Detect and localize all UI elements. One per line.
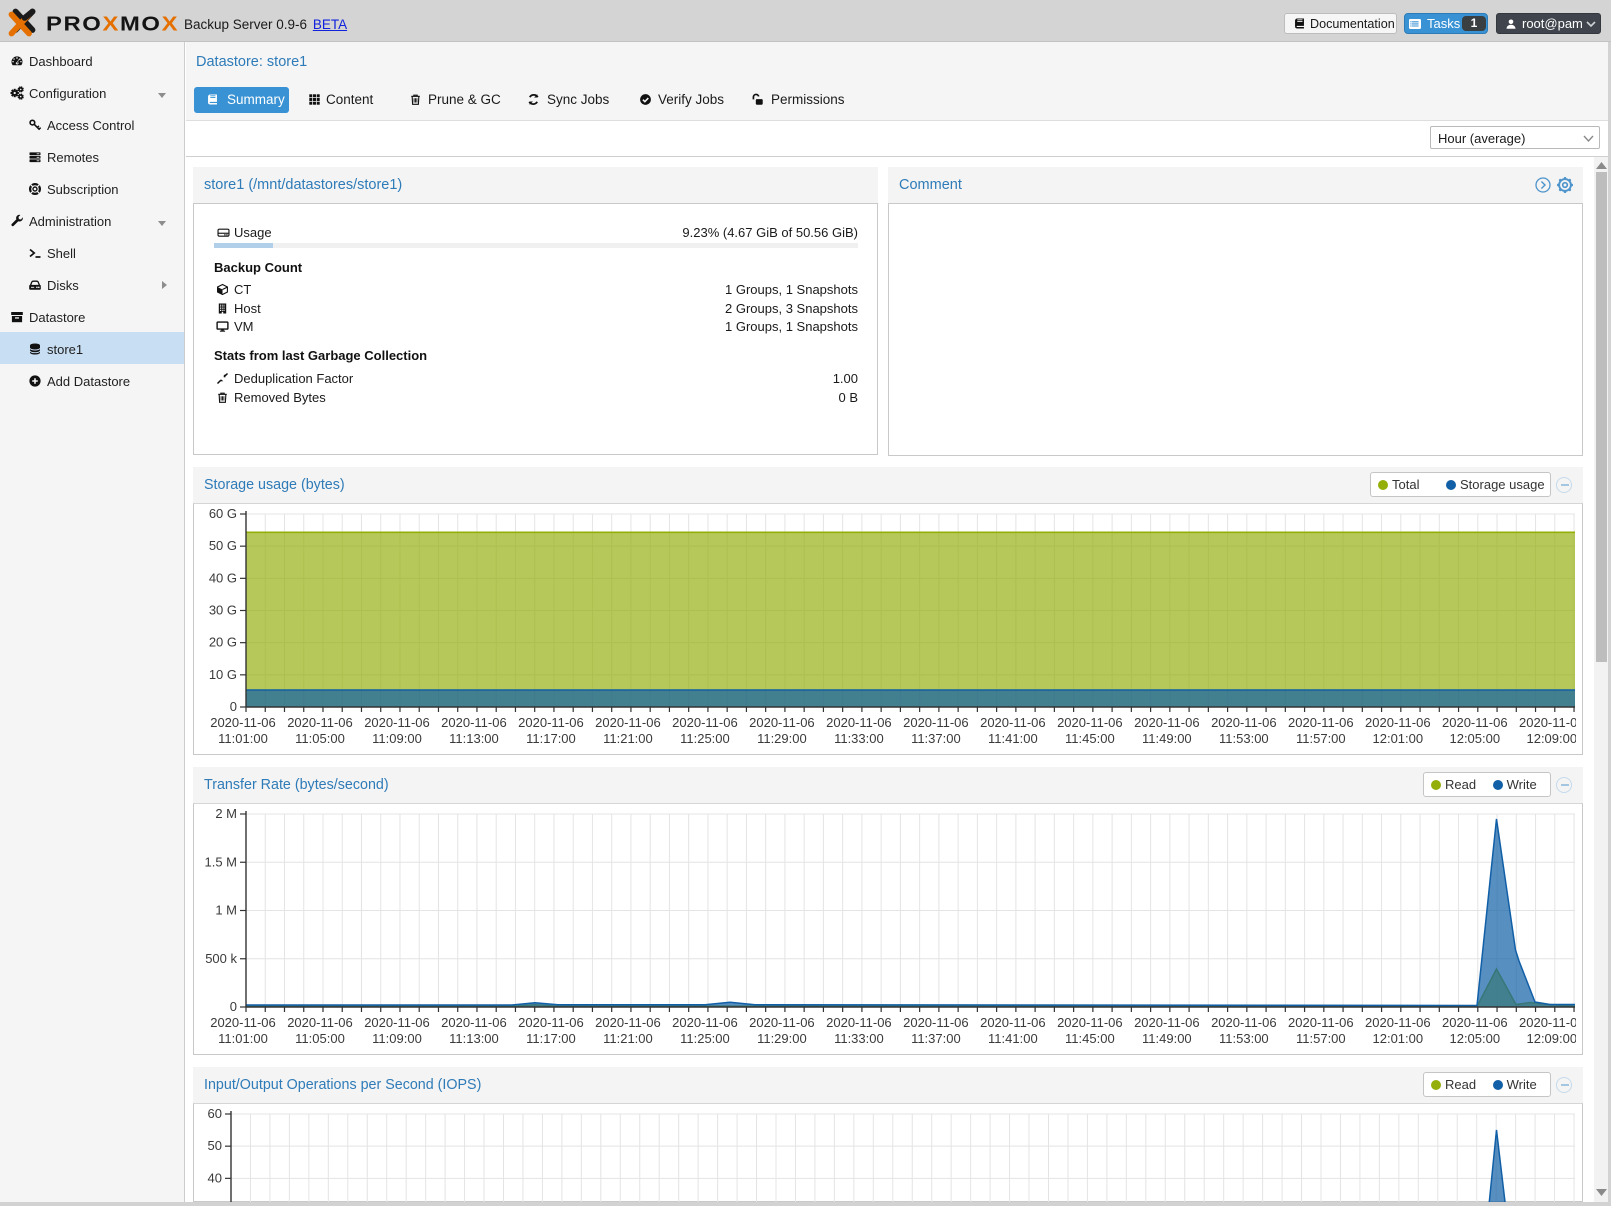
svg-text:2020-11-06: 2020-11-06 <box>1288 1015 1354 1030</box>
svg-text:2020-11-06: 2020-11-06 <box>518 1015 584 1030</box>
svg-text:11:29:00: 11:29:00 <box>757 1031 807 1046</box>
svg-text:11:45:00: 11:45:00 <box>1065 1031 1115 1046</box>
svg-text:11:49:00: 11:49:00 <box>1142 731 1192 746</box>
svg-text:11:33:00: 11:33:00 <box>834 731 884 746</box>
svg-text:2020-11-06: 2020-11-06 <box>1134 715 1200 730</box>
svg-text:2020-11-06: 2020-11-06 <box>749 715 815 730</box>
svg-text:2020-11-06: 2020-11-06 <box>441 1015 507 1030</box>
svg-text:2020-11-06: 2020-11-06 <box>441 715 507 730</box>
svg-text:2020-11-06: 2020-11-06 <box>1057 715 1123 730</box>
svg-text:12:05:00: 12:05:00 <box>1449 1031 1500 1046</box>
svg-text:11:21:00: 11:21:00 <box>603 731 653 746</box>
svg-text:11:09:00: 11:09:00 <box>372 1031 422 1046</box>
svg-text:11:57:00: 11:57:00 <box>1296 731 1346 746</box>
svg-text:2020-11-06: 2020-11-06 <box>1519 1015 1583 1030</box>
svg-text:2020-11-06: 2020-11-06 <box>364 715 430 730</box>
svg-text:2020-11-06: 2020-11-06 <box>518 715 584 730</box>
svg-text:2020-11-06: 2020-11-06 <box>595 715 661 730</box>
svg-text:2020-11-06: 2020-11-06 <box>1288 715 1354 730</box>
svg-text:11:41:00: 11:41:00 <box>988 1031 1038 1046</box>
svg-text:12:01:00: 12:01:00 <box>1373 1031 1424 1046</box>
svg-text:11:53:00: 11:53:00 <box>1219 731 1269 746</box>
svg-text:30 G: 30 G <box>209 603 237 618</box>
svg-text:500 k: 500 k <box>205 951 237 966</box>
svg-text:60 G: 60 G <box>209 506 237 521</box>
svg-text:2020-11-06: 2020-11-06 <box>287 715 353 730</box>
svg-text:11:01:00: 11:01:00 <box>218 731 268 746</box>
svg-text:0: 0 <box>230 999 237 1014</box>
svg-text:1 M: 1 M <box>215 903 237 918</box>
svg-text:11:49:00: 11:49:00 <box>1142 1031 1192 1046</box>
svg-text:40: 40 <box>208 1170 222 1185</box>
svg-text:2020-11-06: 2020-11-06 <box>1365 715 1431 730</box>
svg-text:2020-11-06: 2020-11-06 <box>1365 1015 1431 1030</box>
svg-text:11:21:00: 11:21:00 <box>603 1031 653 1046</box>
svg-text:12:05:00: 12:05:00 <box>1449 731 1500 746</box>
svg-text:11:29:00: 11:29:00 <box>757 731 807 746</box>
svg-text:2 M: 2 M <box>215 806 237 821</box>
svg-text:0: 0 <box>230 699 237 714</box>
svg-text:50: 50 <box>208 1138 222 1153</box>
svg-text:2020-11-06: 2020-11-06 <box>1442 715 1508 730</box>
svg-text:11:05:00: 11:05:00 <box>295 1031 345 1046</box>
svg-text:11:37:00: 11:37:00 <box>911 731 961 746</box>
svg-text:2020-11-06: 2020-11-06 <box>903 1015 969 1030</box>
svg-text:2020-11-06: 2020-11-06 <box>672 1015 738 1030</box>
svg-text:11:17:00: 11:17:00 <box>526 1031 576 1046</box>
svg-text:12:01:00: 12:01:00 <box>1373 731 1424 746</box>
svg-text:11:37:00: 11:37:00 <box>911 1031 961 1046</box>
svg-text:2020-11-06: 2020-11-06 <box>210 715 276 730</box>
svg-text:2020-11-06: 2020-11-06 <box>826 1015 892 1030</box>
svg-text:20 G: 20 G <box>209 635 237 650</box>
svg-text:2020-11-06: 2020-11-06 <box>287 1015 353 1030</box>
svg-text:11:41:00: 11:41:00 <box>988 731 1038 746</box>
svg-text:11:53:00: 11:53:00 <box>1219 1031 1269 1046</box>
svg-text:11:25:00: 11:25:00 <box>680 731 730 746</box>
svg-text:10 G: 10 G <box>209 667 237 682</box>
svg-text:2020-11-06: 2020-11-06 <box>210 1015 276 1030</box>
svg-text:2020-11-06: 2020-11-06 <box>980 1015 1046 1030</box>
svg-text:2020-11-06: 2020-11-06 <box>749 1015 815 1030</box>
svg-text:60: 60 <box>208 1106 222 1121</box>
svg-text:2020-11-06: 2020-11-06 <box>672 715 738 730</box>
svg-text:2020-11-06: 2020-11-06 <box>1134 1015 1200 1030</box>
svg-text:11:01:00: 11:01:00 <box>218 1031 268 1046</box>
svg-text:11:17:00: 11:17:00 <box>526 731 576 746</box>
svg-text:2020-11-06: 2020-11-06 <box>980 715 1046 730</box>
svg-text:11:57:00: 11:57:00 <box>1296 1031 1346 1046</box>
svg-text:11:09:00: 11:09:00 <box>372 731 422 746</box>
svg-text:11:13:00: 11:13:00 <box>449 1031 499 1046</box>
svg-text:2020-11-06: 2020-11-06 <box>595 1015 661 1030</box>
svg-text:11:05:00: 11:05:00 <box>295 731 345 746</box>
svg-text:11:13:00: 11:13:00 <box>449 731 499 746</box>
svg-text:2020-11-06: 2020-11-06 <box>1519 715 1583 730</box>
svg-text:2020-11-06: 2020-11-06 <box>1211 1015 1277 1030</box>
svg-text:2020-11-06: 2020-11-06 <box>1442 1015 1508 1030</box>
svg-text:12:09:00: 12:09:00 <box>1526 1031 1577 1046</box>
svg-text:11:25:00: 11:25:00 <box>680 1031 730 1046</box>
svg-text:2020-11-06: 2020-11-06 <box>903 715 969 730</box>
svg-text:11:45:00: 11:45:00 <box>1065 731 1115 746</box>
svg-text:2020-11-06: 2020-11-06 <box>826 715 892 730</box>
svg-text:2020-11-06: 2020-11-06 <box>364 1015 430 1030</box>
svg-text:11:33:00: 11:33:00 <box>834 1031 884 1046</box>
svg-text:2020-11-06: 2020-11-06 <box>1057 1015 1123 1030</box>
svg-text:1.5 M: 1.5 M <box>204 854 237 869</box>
svg-text:50 G: 50 G <box>209 538 237 553</box>
svg-text:2020-11-06: 2020-11-06 <box>1211 715 1277 730</box>
svg-text:40 G: 40 G <box>209 570 237 585</box>
svg-text:12:09:00: 12:09:00 <box>1526 731 1577 746</box>
